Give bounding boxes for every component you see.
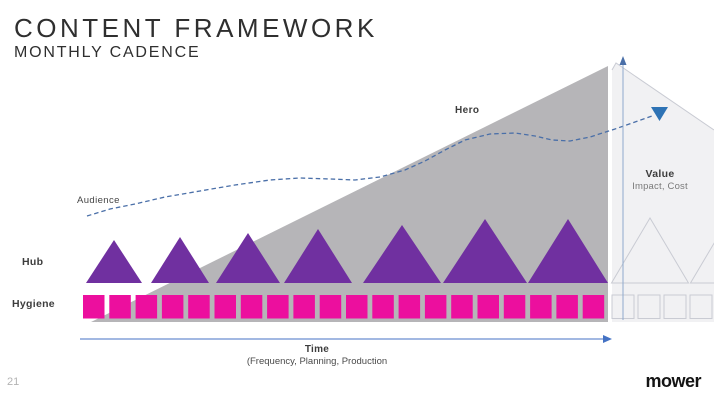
hygiene-square xyxy=(372,295,394,319)
time-axis-label-block: Time (Frequency, Planning, Production xyxy=(217,343,417,368)
time-axis-arrow-icon xyxy=(603,335,612,343)
hygiene-square xyxy=(477,295,499,319)
hygiene-square xyxy=(214,295,236,319)
value-region xyxy=(612,63,714,322)
hygiene-square xyxy=(451,295,473,319)
hero-label: Hero xyxy=(455,105,480,116)
hub-triangle xyxy=(216,233,280,283)
ghost-hygiene-square xyxy=(663,294,687,319)
audience-curve xyxy=(86,115,653,217)
hygiene-square xyxy=(530,295,552,319)
hygiene-square xyxy=(398,295,421,319)
hygiene-square xyxy=(240,295,263,319)
audience-label: Audience xyxy=(77,195,120,206)
hygiene-square xyxy=(556,295,578,319)
hygiene-square xyxy=(83,295,105,319)
hub-triangle xyxy=(151,237,209,283)
hygiene-square xyxy=(424,295,447,319)
ghost-hygiene-square xyxy=(689,294,713,319)
hygiene-square xyxy=(346,295,368,319)
hub-triangle xyxy=(528,219,608,283)
hygiene-square xyxy=(188,295,210,319)
ghost-hub-triangle xyxy=(610,217,690,284)
value-subtitle: Impact, Cost xyxy=(632,181,688,193)
hygiene-label: Hygiene xyxy=(12,298,55,310)
hygiene-square xyxy=(135,295,158,319)
hub-triangle xyxy=(363,225,441,283)
ghost-hygiene-square xyxy=(637,294,661,319)
audience-marker-icon xyxy=(651,107,668,121)
value-region-edge xyxy=(611,62,714,131)
hygiene-square xyxy=(582,295,605,319)
hub-triangle xyxy=(443,219,527,283)
page-title: CONTENT FRAMEWORK xyxy=(14,13,378,43)
hygiene-square xyxy=(293,295,315,319)
hygiene-square xyxy=(109,295,131,319)
ghost-hub-triangle xyxy=(689,242,714,284)
mower-logo: mower xyxy=(645,371,701,391)
time-axis-title: Time xyxy=(304,344,330,355)
page-number: 21 xyxy=(7,376,20,388)
growth-wedge xyxy=(91,66,608,322)
value-axis-arrow-icon xyxy=(619,56,627,65)
hygiene-square xyxy=(161,295,184,319)
page-subtitle: MONTHLY CADENCE xyxy=(14,44,201,61)
time-axis-subtitle: (Frequency, Planning, Production xyxy=(246,356,388,367)
hygiene-square xyxy=(503,295,526,319)
hygiene-square xyxy=(267,295,289,319)
hub-triangle xyxy=(284,229,352,283)
value-label-block: Value Impact, Cost xyxy=(614,168,706,193)
hub-triangle xyxy=(86,240,142,283)
value-title: Value xyxy=(645,168,675,180)
hygiene-square xyxy=(319,295,342,319)
hub-label: Hub xyxy=(22,256,44,268)
